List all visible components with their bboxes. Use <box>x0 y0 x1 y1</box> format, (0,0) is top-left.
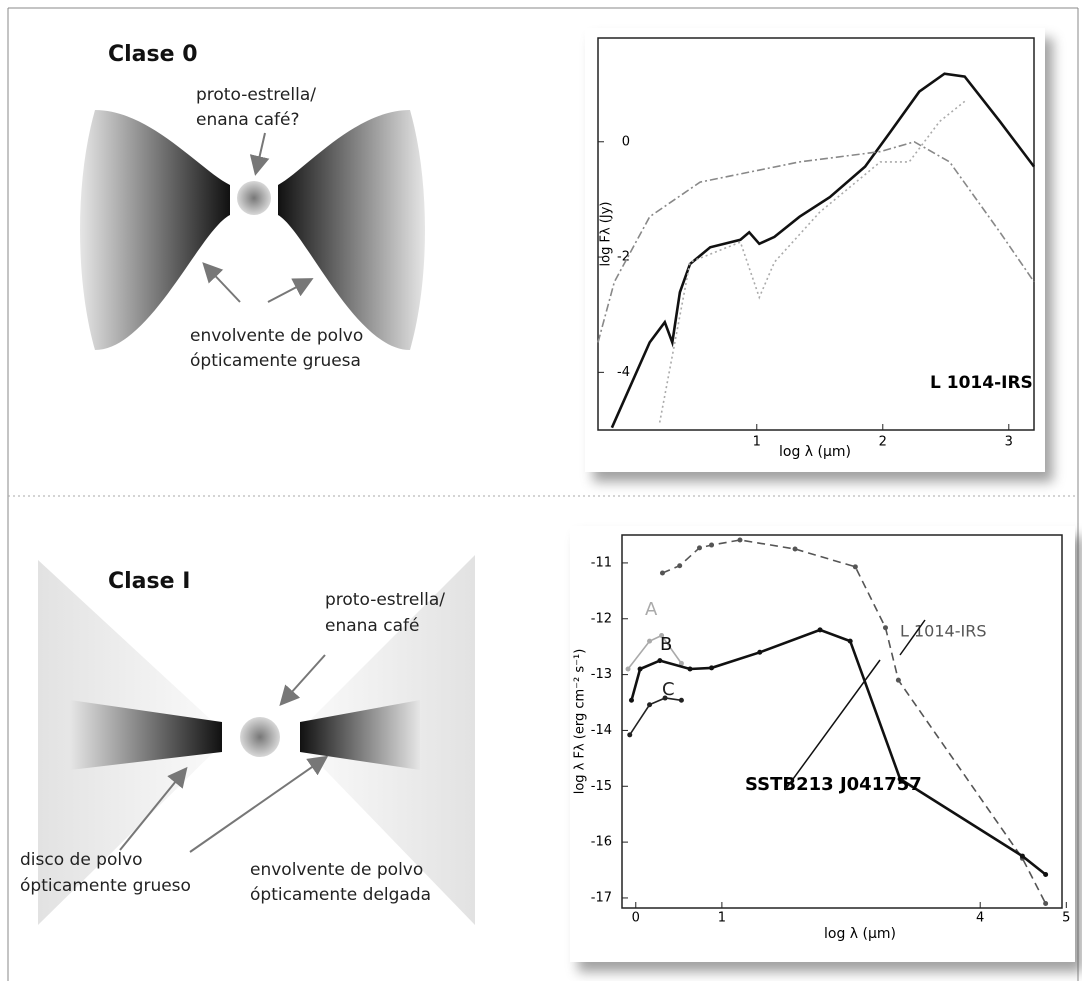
data-point <box>647 638 653 644</box>
series-label: L 1014-IRS <box>900 622 986 641</box>
data-point <box>817 627 823 633</box>
series-label: B <box>660 634 672 655</box>
chart: 0 1 4 5 -11 -12 -13 -14 -15 -16 -17 log λ (μm) log λ… <box>570 526 1082 972</box>
data-point <box>677 563 683 569</box>
x-axis-label: log λ (μm) <box>824 926 896 942</box>
y-tick-label: -14 <box>591 723 612 738</box>
label: proto-estrella/ <box>196 85 316 105</box>
data-point <box>659 570 665 576</box>
arrow <box>189 755 329 853</box>
y-tick-label: -16 <box>591 835 612 850</box>
label: ópticamente grueso <box>20 876 191 896</box>
series-line <box>658 100 966 423</box>
x-axis-label: log λ (μm) <box>779 444 851 460</box>
data-point <box>737 537 743 543</box>
data-point <box>852 564 858 570</box>
arrow <box>784 659 881 791</box>
data-point <box>847 638 853 644</box>
arrow <box>267 278 314 303</box>
x-tick-label: 1 <box>753 435 761 450</box>
data-point <box>657 658 663 664</box>
label: ópticamente delgada <box>250 885 431 905</box>
y-tick-label: 0 <box>622 134 630 149</box>
data-point <box>628 697 634 703</box>
y-tick-label: -2 <box>617 250 630 265</box>
protostar <box>240 717 280 757</box>
data-point <box>687 666 693 672</box>
arrow <box>202 262 241 303</box>
data-point <box>662 695 668 701</box>
envelope-left <box>80 110 230 350</box>
data-point <box>792 546 798 552</box>
label: enana café <box>325 616 419 636</box>
label: proto-estrella/ <box>325 590 445 610</box>
x-tick-label: 1 <box>718 911 726 926</box>
data-point <box>882 625 888 631</box>
y-tick-label: -15 <box>591 779 612 794</box>
series-line <box>627 634 683 670</box>
series-line <box>610 72 1036 429</box>
data-point <box>709 665 715 671</box>
data-point <box>709 542 715 548</box>
y-tick-label: -11 <box>591 555 612 570</box>
series-line <box>629 697 682 736</box>
data-point <box>637 666 643 672</box>
frame <box>7 7 1079 981</box>
envelope-right <box>278 110 425 350</box>
annotation: SSTB213 J041757 <box>745 774 922 795</box>
y-tick-label: -13 <box>591 667 612 682</box>
annotation: L 1014-IRS <box>930 373 1033 393</box>
data-point <box>1043 871 1049 877</box>
class-i-diagram: Clase I proto-estrella/ enana café disco… <box>20 555 475 925</box>
chart: 1 2 3 0 -2 -4 log λ (μm) log Fλ (Jy) L 1014-IRS <box>585 28 1053 482</box>
disk-left <box>70 700 222 770</box>
data-point <box>757 649 763 655</box>
x-tick-label: 5 <box>1062 911 1070 926</box>
arrow <box>899 619 926 656</box>
y-axis-label: log λ Fλ (erg cm⁻² s⁻¹) <box>573 649 588 795</box>
x-tick-label: 4 <box>976 911 984 926</box>
data-point <box>627 732 633 738</box>
panel <box>585 28 1045 472</box>
y-tick-label: -17 <box>591 890 612 905</box>
data-point <box>625 666 631 672</box>
x-tick-label: 3 <box>1005 435 1013 450</box>
data-point <box>1019 853 1025 859</box>
protostar <box>237 181 271 215</box>
plot-area <box>597 37 1035 431</box>
data-point <box>1043 901 1049 907</box>
arrow <box>279 654 326 706</box>
label: ópticamente gruesa <box>190 351 361 371</box>
panel <box>570 526 1075 962</box>
data-point <box>895 677 901 683</box>
x-tick-label: 2 <box>879 435 887 450</box>
label: envolvente de polvo <box>190 326 363 346</box>
arrow <box>249 132 270 176</box>
y-tick-label: -4 <box>617 365 630 380</box>
label: enana café? <box>196 110 299 130</box>
y-axis-label: log Fλ (Jy) <box>599 202 614 267</box>
x-tick-label: 0 <box>632 911 640 926</box>
data-point <box>897 776 903 782</box>
data-point <box>678 697 684 703</box>
arrow <box>119 766 188 851</box>
data-point <box>696 545 702 551</box>
data-point <box>659 633 665 639</box>
data-point <box>647 702 653 708</box>
label: envolvente de polvo <box>250 860 423 880</box>
series-label: A <box>645 599 658 620</box>
series-line <box>597 140 1035 343</box>
label: disco de polvo <box>20 850 143 870</box>
series-label: C <box>662 679 675 700</box>
data-point <box>678 660 684 666</box>
diagram-title: Clase 0 <box>108 42 198 67</box>
class-0-diagram: Clase 0 proto-estrella/ enana café? envo… <box>80 42 425 371</box>
diagram-title: Clase I <box>108 569 190 594</box>
y-tick-label: -12 <box>591 611 612 626</box>
plot-area <box>621 534 1063 909</box>
disk-right <box>300 700 420 770</box>
